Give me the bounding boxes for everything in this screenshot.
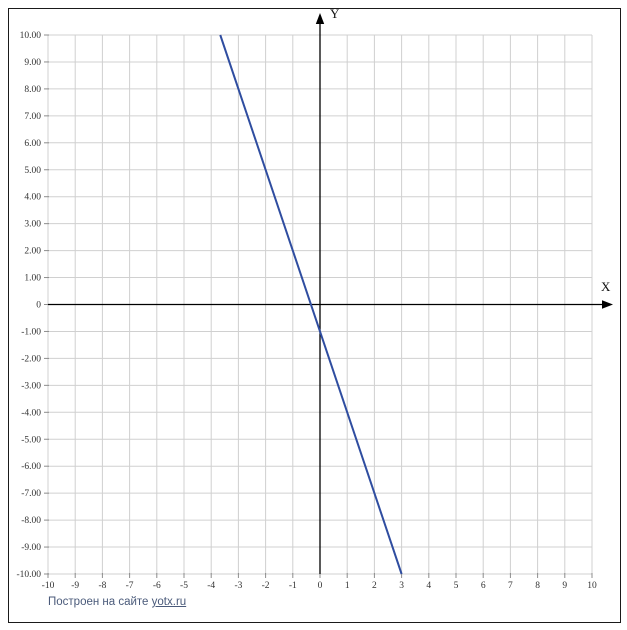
y-tick-label: -1.00 bbox=[21, 327, 41, 337]
x-tick-label: 6 bbox=[481, 581, 486, 591]
plotted-line bbox=[219, 34, 403, 575]
tick-marks bbox=[44, 34, 593, 578]
x-tick-labels: -10 -9 -8 -7 -6 -5 -4 -3 -2 -1 0 1 2 3 4 5 6 7 8 9 10 bbox=[42, 581, 597, 591]
footer-credit: Построен на сайте yotx.ru bbox=[48, 596, 186, 608]
y-tick-label: 8.00 bbox=[24, 85, 41, 95]
y-tick-label: -6.00 bbox=[21, 462, 41, 472]
axes: XY bbox=[48, 6, 613, 574]
x-axis-label: X bbox=[601, 279, 611, 294]
x-axis-arrow-icon bbox=[602, 300, 613, 309]
x-tick-label: 5 bbox=[454, 581, 459, 591]
y-tick-label: 10.00 bbox=[20, 31, 42, 41]
y-tick-label: -7.00 bbox=[21, 489, 41, 499]
y-tick-label: 9.00 bbox=[24, 58, 41, 68]
x-tick-label: -2 bbox=[262, 581, 270, 591]
y-tick-label: 3.00 bbox=[24, 220, 41, 230]
x-tick-label: -8 bbox=[98, 581, 106, 591]
footer-text: Построен на сайте bbox=[48, 596, 152, 608]
x-tick-label: 0 bbox=[318, 581, 323, 591]
x-tick-label: 3 bbox=[399, 581, 404, 591]
x-tick-label: -9 bbox=[71, 581, 79, 591]
series-lines bbox=[219, 34, 403, 575]
x-tick-label: -6 bbox=[153, 581, 161, 591]
x-tick-label: 2 bbox=[372, 581, 377, 591]
y-tick-label: 7.00 bbox=[24, 112, 41, 122]
y-axis-label: Y bbox=[330, 6, 340, 21]
x-tick-label: -5 bbox=[180, 581, 188, 591]
y-tick-label: 0 bbox=[36, 301, 41, 311]
y-tick-label: -2.00 bbox=[21, 354, 41, 364]
x-tick-label: -1 bbox=[289, 581, 297, 591]
y-tick-label: 4.00 bbox=[24, 193, 41, 203]
y-tick-label: -4.00 bbox=[21, 408, 41, 418]
x-tick-label: 8 bbox=[535, 581, 540, 591]
y-tick-label: 1.00 bbox=[24, 274, 41, 284]
y-axis-arrow-icon bbox=[315, 13, 325, 24]
y-tick-label: -3.00 bbox=[21, 381, 41, 391]
x-tick-label: -7 bbox=[126, 581, 134, 591]
x-tick-label: -4 bbox=[207, 581, 215, 591]
y-tick-label: 5.00 bbox=[24, 166, 41, 176]
y-tick-labels: 10.00 9.00 8.00 7.00 6.00 5.00 4.00 3.00 2.00 1.0… bbox=[16, 31, 41, 580]
footer-link[interactable]: yotx.ru bbox=[151, 596, 187, 608]
y-tick-label: -9.00 bbox=[21, 543, 41, 553]
x-tick-label: 9 bbox=[562, 581, 567, 591]
x-tick-label: 4 bbox=[426, 581, 431, 591]
x-tick-label: 1 bbox=[345, 581, 350, 591]
x-tick-label: -10 bbox=[42, 581, 55, 591]
y-tick-label: -8.00 bbox=[21, 516, 41, 526]
x-tick-label: -3 bbox=[234, 581, 242, 591]
x-tick-label: 7 bbox=[508, 581, 513, 591]
x-tick-label: 10 bbox=[587, 581, 597, 591]
y-tick-label: -5.00 bbox=[21, 435, 41, 445]
y-tick-label: 2.00 bbox=[24, 247, 41, 257]
y-tick-label: -10.00 bbox=[16, 570, 41, 580]
y-tick-label: 6.00 bbox=[24, 139, 41, 149]
